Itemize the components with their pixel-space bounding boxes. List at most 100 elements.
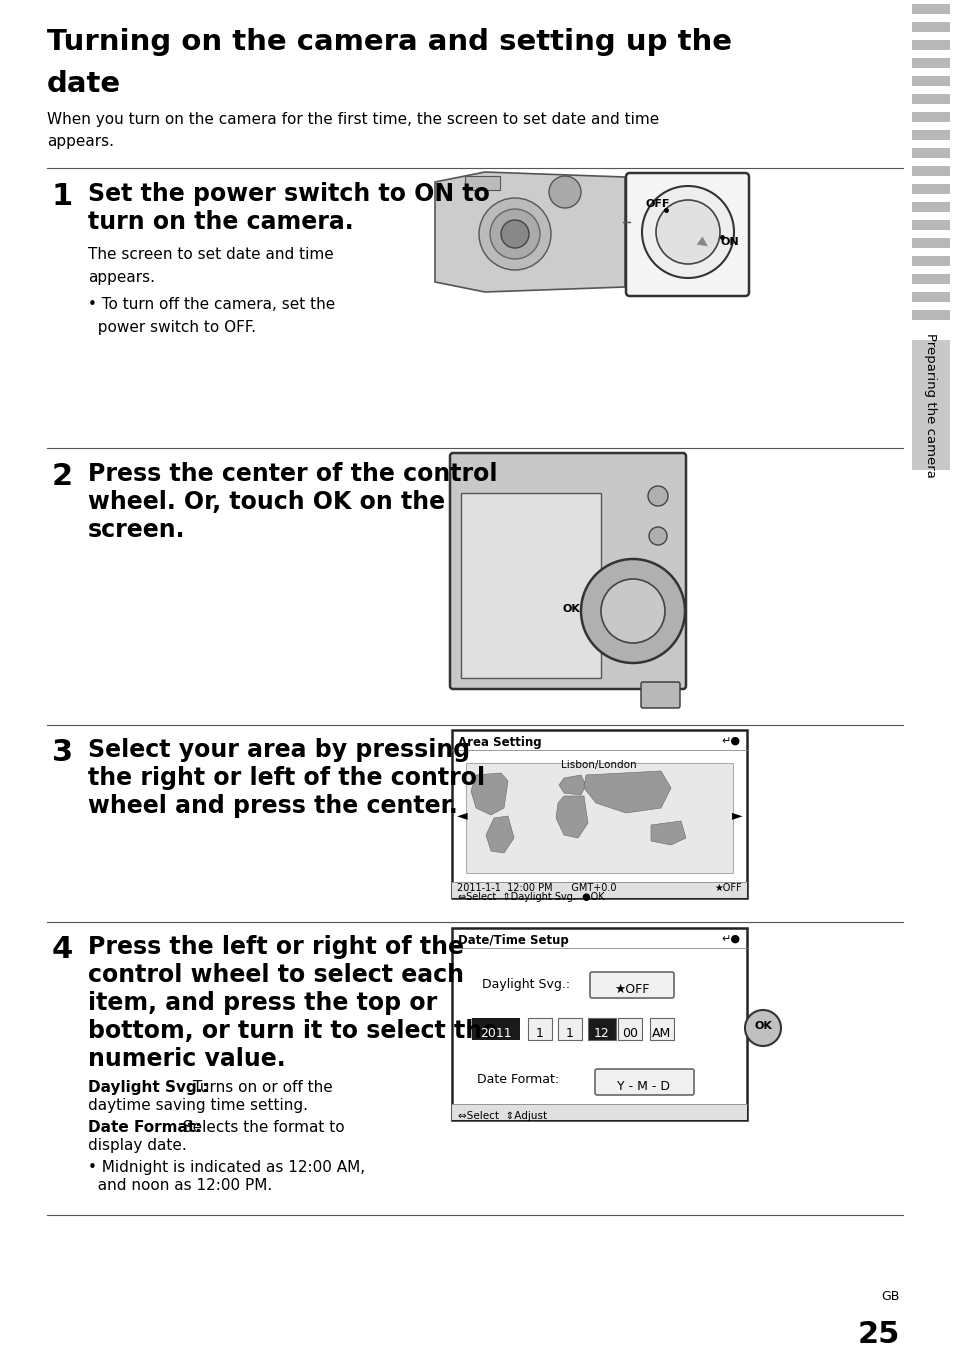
Bar [911,292,949,303]
Text: Daylight Svg.:: Daylight Svg.: [88,1080,209,1095]
Text: and noon as 12:00 PM.: and noon as 12:00 PM. [88,1178,272,1193]
Bar [452,882,746,898]
Text: ON: ON [720,237,739,247]
Text: the right or left of the control: the right or left of the control [88,767,485,790]
Bar [911,221,949,230]
Text: • Midnight is indicated as 12:00 AM,: • Midnight is indicated as 12:00 AM, [88,1159,365,1176]
Bar [460,494,600,678]
Bar [911,58,949,69]
Text: When you turn on the camera for the first time, the screen to set date and time
: When you turn on the camera for the firs… [47,112,659,149]
Text: 2011-1-1  12:00 PM      GMT+0.0: 2011-1-1 12:00 PM GMT+0.0 [456,884,616,893]
Text: 12: 12 [594,1028,609,1040]
Text: OK: OK [561,604,579,615]
Circle shape [580,560,684,663]
Bar [911,112,949,122]
Text: control wheel to select each: control wheel to select each [88,963,463,987]
Text: • To turn off the camera, set the
  power switch to OFF.: • To turn off the camera, set the power … [88,297,335,335]
Text: 2: 2 [52,461,73,491]
Text: daytime saving time setting.: daytime saving time setting. [88,1098,308,1114]
Bar [911,256,949,266]
Text: Date Format:: Date Format: [476,1073,558,1085]
Text: Daylight Svg.:: Daylight Svg.: [481,978,570,991]
Bar [911,148,949,157]
Circle shape [656,200,720,264]
Bar [911,274,949,284]
FancyBboxPatch shape [640,682,679,707]
Text: bottom, or turn it to select the: bottom, or turn it to select the [88,1020,497,1042]
Text: numeric value.: numeric value. [88,1046,285,1071]
Bar [452,1104,746,1120]
Polygon shape [650,820,685,845]
Circle shape [478,198,551,270]
Bar [911,238,949,247]
Text: item, and press the top or: item, and press the top or [88,991,436,1015]
FancyBboxPatch shape [649,1018,673,1040]
Text: wheel and press the center.: wheel and press the center. [88,794,457,818]
Text: OFF: OFF [645,199,670,208]
Bar [911,40,949,50]
FancyBboxPatch shape [595,1069,693,1095]
Text: turn on the camera.: turn on the camera. [88,210,354,234]
Text: Set the power switch to ON to: Set the power switch to ON to [88,182,489,206]
Bar [452,928,746,1120]
Text: ◄: ◄ [456,808,467,822]
FancyBboxPatch shape [625,174,748,296]
Text: Area Setting: Area Setting [457,736,541,749]
FancyArrowPatch shape [690,234,707,246]
Circle shape [744,1010,781,1046]
Bar [911,77,949,86]
Text: Date Format:: Date Format: [88,1120,201,1135]
Circle shape [600,578,664,643]
FancyBboxPatch shape [527,1018,552,1040]
Bar [911,165,949,176]
Text: OK: OK [753,1021,771,1032]
Text: ►: ► [731,808,741,822]
Polygon shape [556,796,587,838]
Text: Preparing the camera: Preparing the camera [923,332,937,477]
Text: screen.: screen. [88,518,185,542]
FancyBboxPatch shape [450,453,685,689]
Text: AM: AM [652,1028,671,1040]
Circle shape [647,486,667,506]
Bar [911,184,949,194]
Circle shape [490,208,539,260]
Text: Selects the format to: Selects the format to [178,1120,344,1135]
Polygon shape [485,816,514,853]
Text: 00: 00 [621,1028,638,1040]
Polygon shape [583,771,670,812]
Text: Turns on or off the: Turns on or off the [188,1080,333,1095]
Text: 4: 4 [52,935,73,964]
Text: Y - M - D: Y - M - D [617,1080,670,1093]
Text: ★OFF: ★OFF [614,983,649,997]
Bar [911,130,949,140]
Text: Press the center of the control: Press the center of the control [88,461,497,486]
Text: Press the left or right of the: Press the left or right of the [88,935,463,959]
Text: ↵●: ↵● [721,736,740,746]
Text: ⇔Select  ⇕Daylight Svg.  ●OK: ⇔Select ⇕Daylight Svg. ●OK [457,892,604,902]
Text: display date.: display date. [88,1138,187,1153]
Bar [452,730,746,898]
FancyBboxPatch shape [618,1018,641,1040]
Polygon shape [435,172,624,292]
Text: ★OFF: ★OFF [714,884,741,893]
Text: Lisbon/London: Lisbon/London [560,760,637,769]
Bar [911,340,949,469]
FancyBboxPatch shape [589,972,673,998]
Circle shape [641,186,733,278]
FancyBboxPatch shape [587,1018,616,1040]
Text: The screen to set date and time
appears.: The screen to set date and time appears. [88,247,334,285]
Text: GB: GB [881,1290,899,1303]
Polygon shape [471,773,507,815]
Text: 1: 1 [536,1028,543,1040]
Text: Select your area by pressing: Select your area by pressing [88,738,470,763]
Bar [465,763,732,873]
Text: 25: 25 [857,1319,899,1345]
Text: ⇔Select  ⇕Adjust: ⇔Select ⇕Adjust [457,1111,547,1120]
Bar [911,94,949,104]
Text: 2011: 2011 [479,1028,511,1040]
Text: date: date [47,70,121,98]
Text: 1: 1 [52,182,73,211]
Polygon shape [558,775,585,795]
Text: Turning on the camera and setting up the: Turning on the camera and setting up the [47,28,731,56]
Text: 3: 3 [52,738,73,767]
